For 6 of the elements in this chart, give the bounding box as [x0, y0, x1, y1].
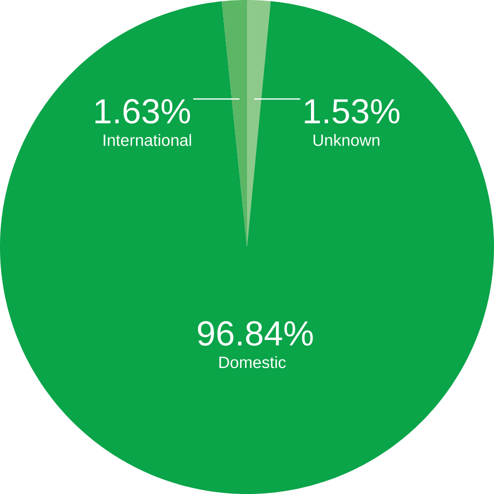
slice-label: Domestic — [219, 356, 286, 368]
slice-label: International — [104, 134, 192, 146]
data-label: 1.63% — [95, 98, 190, 124]
data-label: 1.53% — [304, 98, 400, 124]
data-label: 96.84% — [198, 321, 313, 346]
slice-label: Unknown — [314, 134, 380, 146]
